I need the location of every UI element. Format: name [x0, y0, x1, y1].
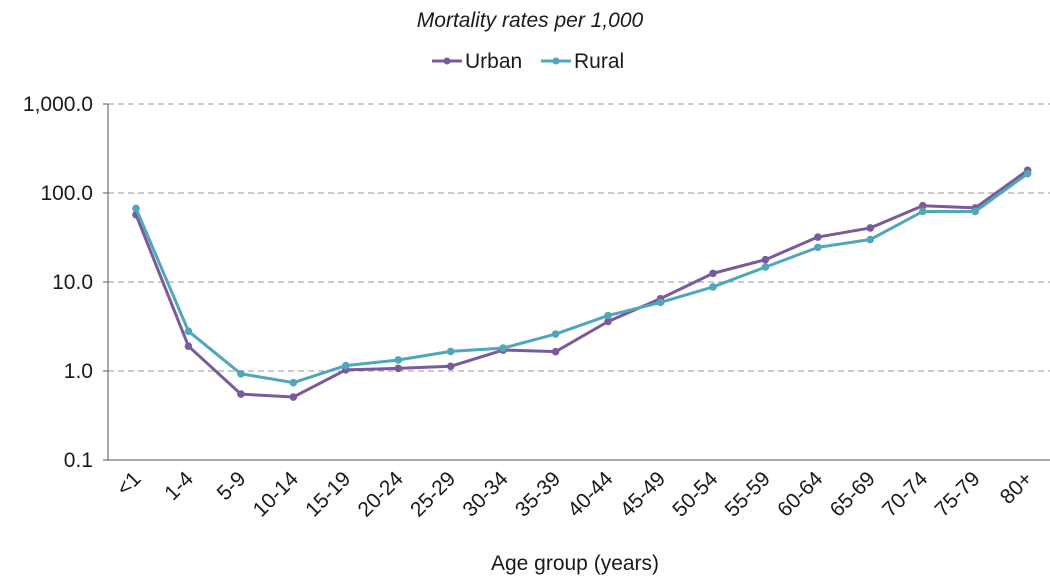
data-point-urban: [814, 233, 822, 241]
series-line-urban: [134, 169, 1029, 399]
x-tick-label: 25-29: [406, 467, 460, 521]
data-point-rural: [394, 356, 403, 364]
x-tick-label: <1: [112, 467, 145, 500]
data-point-rural: [761, 263, 770, 271]
x-tick-label: 35-39: [511, 467, 565, 521]
data-point-urban: [237, 390, 245, 398]
data-point-urban: [866, 224, 875, 232]
x-axis-ticks: <1 1-4 5-910-1415-1920-2425-2930-3435-3940…: [112, 467, 1037, 521]
x-tick-label: 1-4: [160, 467, 198, 505]
data-series: [132, 166, 1032, 401]
data-point-rural: [446, 347, 455, 356]
y-tick-label: 1.0: [64, 360, 93, 383]
data-point-rural: [1023, 169, 1032, 178]
data-point-urban: [551, 347, 560, 356]
data-point-rural: [342, 361, 350, 370]
data-point-rural: [551, 330, 560, 338]
data-point-urban: [761, 255, 770, 264]
data-point-rural: [237, 370, 245, 378]
y-tick-label: 1,000.0: [23, 93, 93, 116]
x-tick-label: 40-44: [563, 467, 617, 521]
x-tick-label: 10-14: [249, 467, 303, 521]
data-point-urban: [289, 393, 298, 401]
data-point-urban: [394, 364, 403, 373]
legend-marker-urban: [443, 57, 451, 65]
data-point-rural: [499, 344, 507, 352]
x-tick-label: 50-54: [668, 467, 722, 521]
legend-marker-rural: [552, 57, 560, 65]
y-tick-label: 0.1: [64, 449, 93, 472]
x-tick-label: 70-74: [878, 467, 932, 521]
x-tick-label: 60-64: [773, 467, 827, 521]
data-point-urban: [184, 342, 193, 350]
data-point-urban: [918, 201, 927, 210]
x-tick-label: 20-24: [354, 467, 408, 521]
data-point-rural: [184, 327, 193, 336]
data-point-rural: [971, 207, 979, 216]
legend: Urban Rural: [432, 50, 624, 73]
x-tick-label: 15-19: [301, 467, 355, 521]
data-point-urban: [446, 362, 455, 371]
data-point-urban: [709, 269, 717, 278]
x-tick-label: 55-59: [721, 467, 775, 521]
y-tick-label: 100.0: [40, 182, 93, 205]
x-tick-label: 80+: [996, 467, 1037, 508]
data-point-rural: [132, 204, 140, 213]
y-tick-label: 10.0: [52, 271, 93, 294]
data-point-rural: [604, 311, 612, 320]
x-tick-label: 5-9: [213, 467, 251, 505]
x-tick-label: 75-79: [930, 467, 984, 521]
data-point-rural: [709, 283, 717, 291]
data-point-rural: [814, 243, 822, 252]
legend-label-urban: Urban: [465, 50, 522, 73]
data-point-rural: [918, 207, 927, 216]
data-point-rural: [866, 235, 875, 244]
data-point-urban: [604, 317, 612, 326]
x-tick-label: 65-69: [826, 467, 880, 521]
x-tick-label: 30-34: [458, 467, 512, 521]
legend-item-urban: Urban: [432, 50, 522, 73]
series-line-rural: [134, 172, 1029, 385]
y-axis-ticks: 0.1 1.0 10.0 100.0 1,000.0: [23, 93, 108, 472]
legend-item-rural: Rural: [541, 50, 624, 73]
gridlines: [108, 103, 1050, 372]
data-point-rural: [656, 298, 665, 307]
x-tick-label: 45-49: [616, 467, 670, 521]
x-axis-title: Age group (years): [491, 552, 659, 575]
chart-title: Mortality rates per 1,000: [417, 9, 644, 32]
legend-label-rural: Rural: [574, 50, 624, 73]
data-point-rural: [289, 378, 298, 387]
